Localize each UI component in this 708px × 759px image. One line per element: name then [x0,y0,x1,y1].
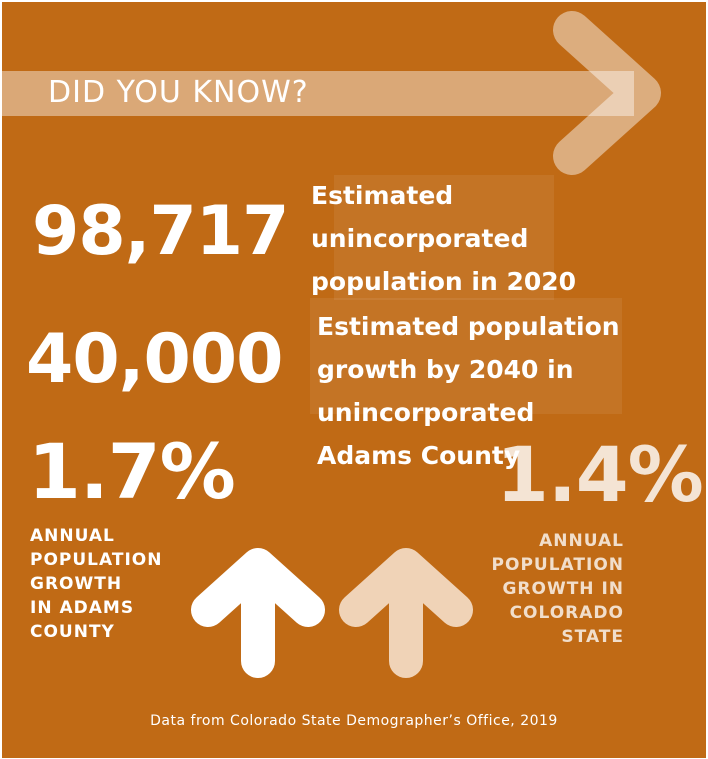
arrow-up-icon [339,548,473,678]
caption-line: IN ADAMS [30,598,135,618]
banner-bar [2,71,634,116]
banner-title: DID YOU KNOW? [48,75,309,110]
growth-2040-description: Estimated population growth by 2040 in u… [317,312,620,470]
arrow-up-icon [191,548,325,678]
source-note: Data from Colorado State Demographer’s O… [150,713,558,729]
population-2020-value: 98,717 [32,192,289,271]
caption-line: COLORADO [509,603,624,623]
chevron-right-icon [553,11,661,175]
population-2020-description: Estimated unincorporated population in 2… [311,181,577,296]
colorado-growth-caption: ANNUAL POPULATION GROWTH IN COLORADO STA… [492,529,624,649]
caption-line: STATE [561,627,624,647]
caption-line: GROWTH [30,574,123,594]
caption-line: ANNUAL [30,526,115,546]
adams-growth-value: 1.7% [28,427,236,516]
caption-line: ANNUAL [539,531,624,551]
caption-line: GROWTH IN [502,579,624,599]
growth-2040-value: 40,000 [26,320,283,399]
caption-line: POPULATION [491,555,624,575]
caption-line: COUNTY [30,622,115,642]
caption-line: POPULATION [30,550,163,570]
background-panel [310,298,622,414]
background-panel [334,175,554,300]
adams-growth-caption: ANNUAL POPULATION GROWTH IN ADAMS COUNTY [30,524,162,644]
colorado-growth-value: 1.4% [496,430,704,519]
